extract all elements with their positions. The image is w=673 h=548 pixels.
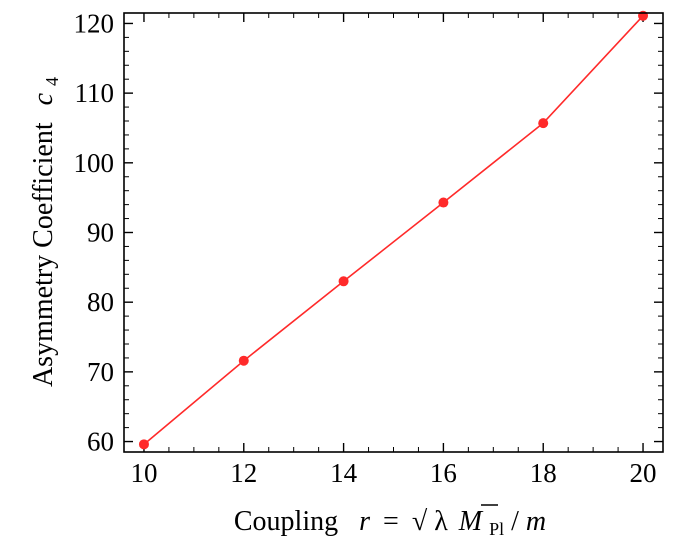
x-axis-title-r: r [359, 506, 370, 537]
y-tick-label: 100 [74, 148, 115, 178]
x-axis-title-m: m [526, 506, 546, 537]
y-tick-label: 70 [87, 357, 114, 387]
y-tick-label: 120 [74, 8, 115, 38]
data-point [138, 439, 149, 450]
x-tick-label: 10 [130, 458, 157, 488]
y-axis-title-c: c [28, 92, 59, 105]
x-axis-title: Coupling r = √ λ M Pl / m [234, 506, 546, 542]
x-tick-label: 16 [430, 458, 457, 488]
x-axis-title-eq: = [383, 506, 399, 537]
y-axis-title: Asymmetry Coefficient c 4 [28, 77, 62, 387]
y-tick-label: 110 [75, 78, 115, 108]
x-tick-label: 20 [630, 458, 657, 488]
x-tick-label: 18 [530, 458, 557, 488]
x-axis-title-M: M [458, 506, 484, 537]
x-axis-title-prefix: Coupling [234, 506, 338, 537]
y-tick-labels: 60 70 80 90 100 110 120 [74, 8, 115, 456]
y-axis-title-text: Asymmetry Coefficient [28, 122, 59, 387]
y-tick-label: 90 [87, 218, 114, 248]
x-tick-label: 12 [230, 458, 257, 488]
data-point [538, 118, 549, 129]
y-tick-label: 80 [87, 287, 114, 317]
x-tick-labels: 10 12 14 16 18 20 [130, 458, 656, 488]
plot-frame [123, 12, 664, 453]
x-axis-title-slash: / [511, 506, 519, 537]
series-line [143, 15, 644, 445]
x-axis-title-lambda: λ [434, 506, 448, 537]
x-tick-label: 14 [330, 458, 358, 488]
data-point [438, 197, 449, 208]
data-point [338, 276, 349, 287]
x-axis-title-pl: Pl [489, 519, 504, 539]
series-layer [138, 10, 649, 450]
y-tick-label: 60 [87, 427, 114, 457]
axis-ticks [124, 13, 663, 452]
data-point [238, 355, 249, 366]
x-axis-title-sqrt: √ [412, 506, 428, 537]
y-axis-title-sub: 4 [42, 77, 62, 86]
